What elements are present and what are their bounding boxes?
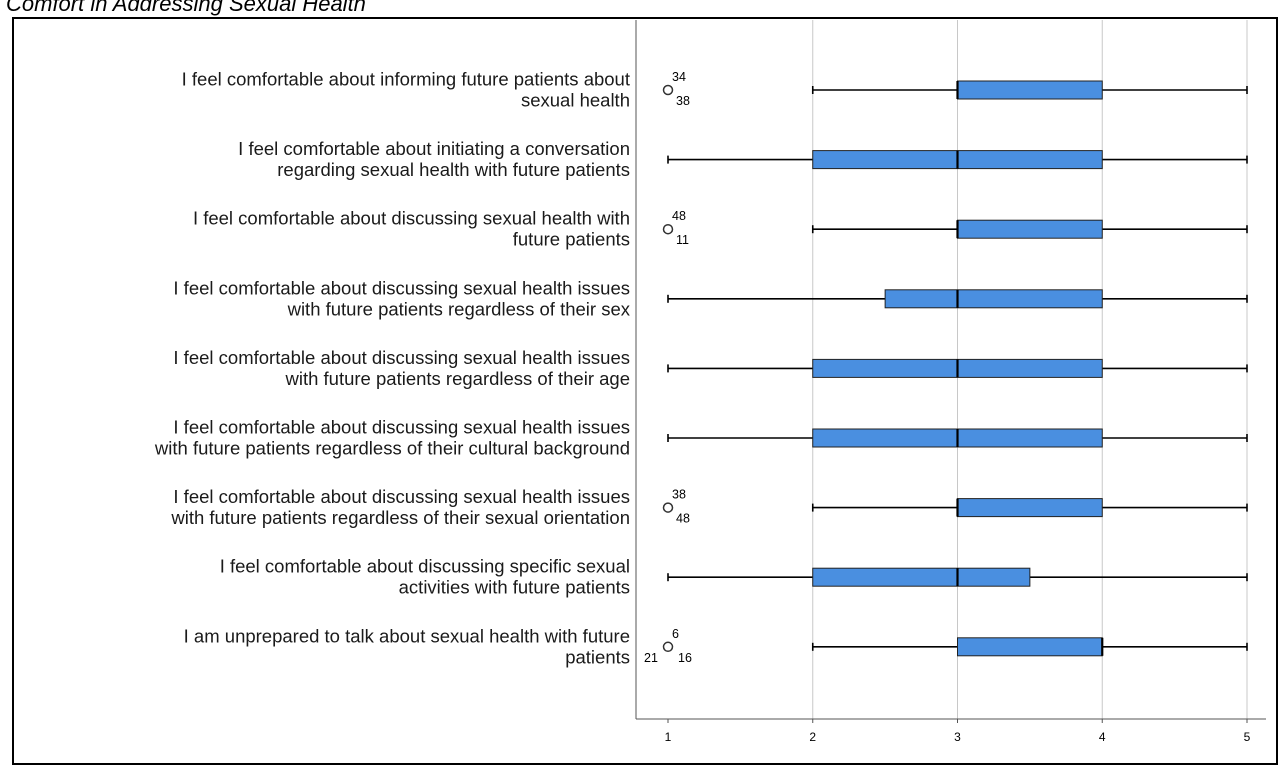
- category-label: with future patients regardless of their…: [154, 438, 630, 459]
- category-label: sexual health: [521, 90, 630, 111]
- category-label: I feel comfortable about discussing sexu…: [193, 208, 630, 229]
- category-label: regarding sexual health with future pati…: [277, 159, 630, 180]
- category-label: I feel comfortable about discussing sexu…: [173, 486, 630, 507]
- outlier-label: 34: [672, 70, 686, 84]
- outlier-label: 48: [676, 512, 690, 526]
- category-label: with future patients regardless of their…: [285, 368, 631, 389]
- category-label: I am unprepared to talk about sexual hea…: [184, 625, 630, 646]
- outlier-label: 48: [672, 209, 686, 223]
- iqr-box: [957, 637, 1103, 657]
- x-tick-label: 4: [1099, 730, 1106, 744]
- chart-title: Comfort in Addressing Sexual Health: [6, 0, 366, 16]
- outlier-point: [662, 84, 674, 96]
- iqr-box: [957, 80, 1103, 100]
- outlier-label: 11: [676, 233, 689, 247]
- outlier-label: 38: [676, 94, 690, 108]
- x-tick-label: 1: [665, 730, 672, 744]
- outlier-label: 21: [644, 651, 658, 665]
- category-label: I feel comfortable about discussing sexu…: [173, 417, 630, 438]
- outlier-label: 38: [672, 488, 686, 502]
- outlier-point: [662, 502, 674, 513]
- x-tick-label: 3: [954, 730, 961, 744]
- x-tick-label: 2: [809, 730, 816, 744]
- outlier-label: 6: [672, 627, 679, 641]
- category-label: I feel comfortable about discussing sexu…: [173, 347, 630, 368]
- category-label: I feel comfortable about initiating a co…: [238, 138, 630, 159]
- category-label: I feel comfortable about discussing sexu…: [173, 277, 630, 298]
- category-label: patients: [565, 646, 630, 667]
- iqr-box: [884, 289, 1103, 309]
- outlier-point: [662, 223, 674, 235]
- outlier-point: [662, 641, 674, 653]
- category-label: with future patients regardless of their…: [287, 298, 631, 319]
- category-label: I feel comfortable about discussing spec…: [220, 556, 630, 577]
- category-label: I feel comfortable about informing futur…: [182, 69, 630, 90]
- category-label: future patients: [513, 229, 630, 250]
- iqr-box: [957, 219, 1103, 239]
- x-tick-label: 5: [1244, 730, 1251, 744]
- category-label: with future patients regardless of their…: [170, 507, 630, 528]
- category-label: activities with future patients: [399, 577, 630, 598]
- iqr-box: [957, 498, 1103, 518]
- iqr-box: [812, 567, 1031, 587]
- outlier-label: 16: [678, 651, 692, 665]
